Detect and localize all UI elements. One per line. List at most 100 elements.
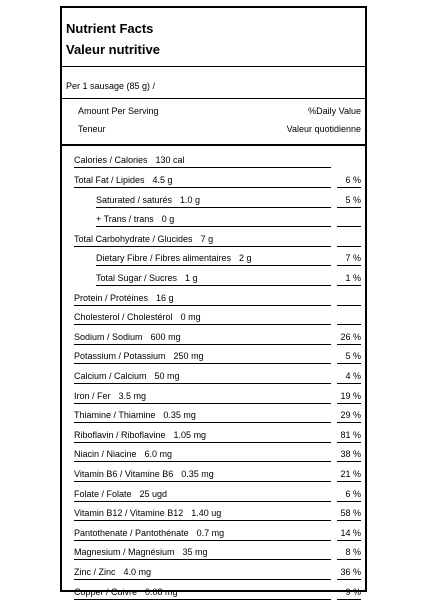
daily-value-percent: 1 % — [345, 272, 361, 283]
row-divider — [74, 343, 331, 345]
nutrient-amount: 0.35 mg — [181, 468, 214, 479]
nutrient-label: Sodium / Sodium 600 mg — [74, 332, 181, 342]
nutrient-name: Zinc / Zinc — [74, 566, 116, 577]
row-divider — [74, 559, 331, 561]
percent-divider — [337, 324, 361, 326]
nutrient-name: Potassium / Potassium — [74, 351, 166, 362]
row-divider — [96, 226, 331, 228]
row-divider — [74, 186, 331, 188]
daily-value-percent: 14 % — [340, 527, 361, 538]
nutrient-name: + Trans / trans — [96, 214, 154, 225]
daily-value-percent: 7 % — [345, 253, 361, 264]
nutrient-name: Folate / Folate — [74, 488, 132, 499]
nutrient-name: Pantothenate / Pantothénate — [74, 527, 189, 538]
row-divider — [74, 402, 331, 404]
nutrient-label: Thiamine / Thiamine 0.35 mg — [74, 410, 196, 420]
row-divider — [96, 265, 331, 267]
divider — [62, 66, 365, 67]
nutrient-row: Copper / Cuivre 0.08 mg 9 % — [74, 580, 361, 600]
daily-value-label: %Daily Value — [308, 106, 361, 116]
nutrient-name: Thiamine / Thiamine — [74, 410, 156, 421]
percent-divider — [337, 265, 361, 267]
nutrient-label: Potassium / Potassium 250 mg — [74, 351, 204, 361]
daily-value-percent: 36 % — [340, 566, 361, 577]
percent-divider — [337, 304, 361, 306]
nutrient-name: Total Sugar / Sucres — [96, 272, 178, 283]
nutrient-amount: 16 g — [156, 292, 174, 303]
row-divider — [74, 304, 331, 306]
valeur-quotidienne-label: Valeur quotidienne — [286, 124, 361, 134]
row-divider — [74, 461, 331, 463]
title-french: Valeur nutritive — [66, 42, 160, 57]
nutrient-name: Vitamin B12 / Vitamine B12 — [74, 508, 184, 519]
nutrient-label: Vitamin B6 / Vitamine B6 0.35 mg — [74, 469, 214, 479]
row-divider — [74, 324, 331, 326]
nutrient-amount: 4.0 mg — [123, 566, 152, 577]
nutrient-label: Calcium / Calcium 50 mg — [74, 371, 180, 381]
nutrient-label: Niacin / Niacine 6.0 mg — [74, 449, 172, 459]
teneur-label: Teneur — [78, 124, 106, 134]
daily-value-percent: 8 % — [345, 547, 361, 558]
percent-divider — [337, 422, 361, 424]
nutrient-row: Vitamin B6 / Vitamine B6 0.35 mg 21 % — [74, 463, 361, 482]
daily-value-percent: 38 % — [340, 449, 361, 460]
nutrient-row: Protein / Protéines 16 g — [74, 286, 361, 306]
nutrient-row: Calories / Calories 130 cal — [74, 149, 361, 169]
daily-value-percent: 6 % — [345, 174, 361, 185]
divider — [62, 98, 365, 99]
nutrient-amount: 0.35 mg — [163, 410, 196, 421]
nutrient-amount: 4.5 g — [152, 174, 173, 185]
nutrient-label: Pantothenate / Pantothénate 0.7 mg — [74, 528, 224, 538]
daily-value-percent: 4 % — [345, 370, 361, 381]
percent-divider — [337, 539, 361, 541]
percent-divider — [337, 500, 361, 502]
nutrient-name: Sodium / Sodium — [74, 331, 143, 342]
nutrient-label: Cholesterol / Cholestérol 0 mg — [74, 312, 201, 322]
percent-divider — [337, 382, 361, 384]
nutrient-row: Thiamine / Thiamine 0.35 mg 29 % — [74, 404, 361, 424]
nutrient-amount: 6.0 mg — [144, 449, 173, 460]
nutrient-label: Total Carbohydrate / Glucides 7 g — [74, 234, 213, 244]
row-divider — [74, 245, 331, 247]
row-divider — [74, 578, 331, 580]
row-divider — [74, 480, 331, 482]
nutrient-amount: 35 mg — [182, 547, 208, 558]
nutrient-label: Folate / Folate 25 ugd — [74, 489, 167, 499]
nutrient-row: Saturated / saturés 1.0 g 5 % — [74, 188, 361, 208]
nutrient-label: Copper / Cuivre 0.08 mg — [74, 587, 178, 597]
nutrient-amount: 3.5 mg — [118, 390, 147, 401]
daily-value-percent: 19 % — [340, 390, 361, 401]
nutrient-name: Calories / Calories — [74, 155, 148, 166]
percent-divider — [337, 186, 361, 188]
percent-divider — [337, 226, 361, 228]
nutrient-name: Saturated / saturés — [96, 194, 173, 205]
nutrient-row: Riboflavin / Riboflavine 1.05 mg 81 % — [74, 423, 361, 443]
daily-value-percent: 9 % — [345, 586, 361, 597]
nutrient-name: Niacin / Niacine — [74, 449, 137, 460]
nutrient-label: Iron / Fer 3.5 mg — [74, 391, 146, 401]
percent-divider — [337, 402, 361, 404]
nutrient-row: Zinc / Zinc 4.0 mg 36 % — [74, 561, 361, 580]
nutrient-row: Pantothenate / Pantothénate 0.7 mg 14 % — [74, 521, 361, 541]
nutrient-name: Protein / Protéines — [74, 292, 149, 303]
nutrient-label: Saturated / saturés 1.0 g — [96, 195, 200, 205]
nutrient-amount: 0 g — [161, 214, 175, 225]
nutrient-name: Magnesium / Magnésium — [74, 547, 175, 558]
daily-value-percent: 58 % — [340, 508, 361, 519]
nutrient-amount: 7 g — [200, 233, 214, 244]
percent-divider — [337, 441, 361, 443]
daily-value-percent: 81 % — [340, 429, 361, 440]
daily-value-percent: 6 % — [345, 488, 361, 499]
percent-divider — [337, 206, 361, 208]
amount-header-en: Amount Per Serving %Daily Value — [78, 106, 361, 116]
nutrient-name: Riboflavin / Riboflavine — [74, 429, 166, 440]
percent-divider — [337, 363, 361, 365]
nutrient-label: Magnesium / Magnésium 35 mg — [74, 547, 208, 557]
nutrient-row: Total Sugar / Sucres 1 g 1 % — [74, 267, 361, 286]
percent-divider — [337, 480, 361, 482]
nutrient-name: Cholesterol / Cholestérol — [74, 312, 173, 323]
row-divider — [74, 167, 331, 169]
nutrient-label: Calories / Calories 130 cal — [74, 155, 185, 165]
percent-divider — [337, 461, 361, 463]
nutrient-name: Copper / Cuivre — [74, 586, 138, 597]
